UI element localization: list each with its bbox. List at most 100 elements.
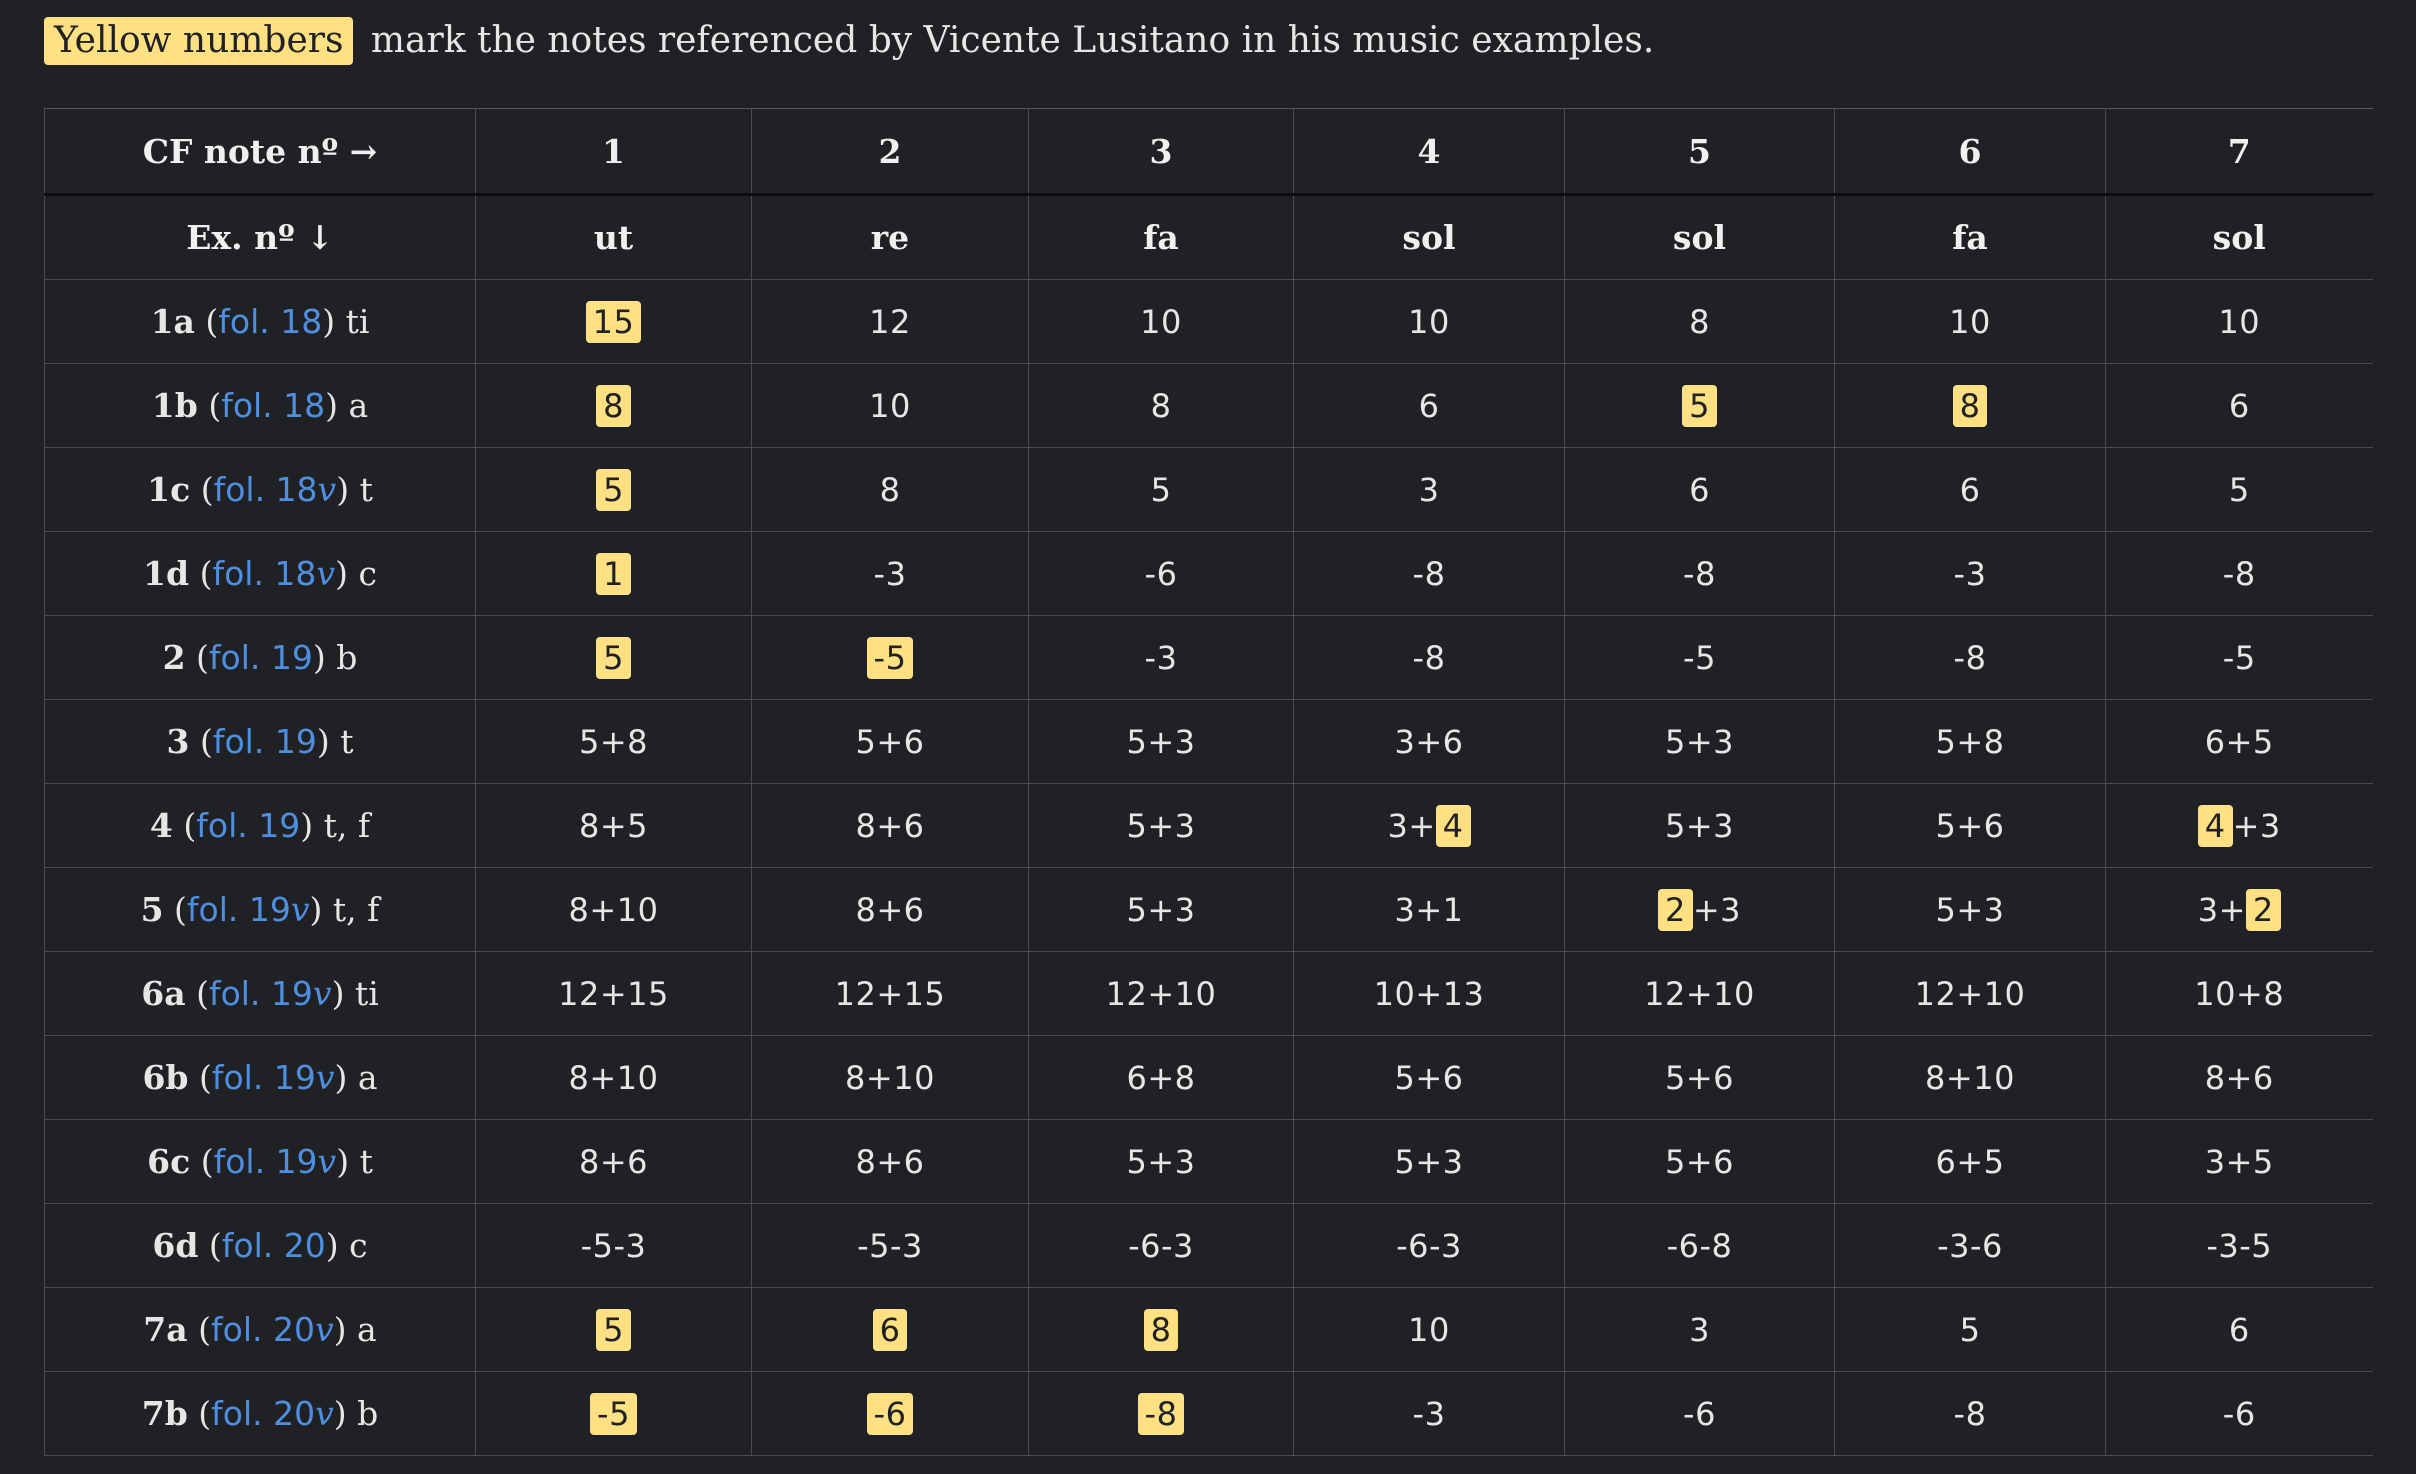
interval-value: -3: [873, 554, 907, 593]
example-number: 5: [140, 890, 164, 929]
example-number: 4: [149, 806, 173, 845]
interval-cell: 3+ 2: [2105, 867, 2373, 952]
corner-header-cf-note: CF note nº →: [44, 108, 476, 196]
folio-text: fol. 19: [208, 638, 313, 677]
highlighted-number: 2: [2245, 888, 2281, 931]
interval-value: -5: [1683, 638, 1716, 677]
folio-verso-mark: v: [315, 1394, 334, 1433]
interval-value: 8+6: [855, 806, 925, 845]
interval-value: 10: [1408, 302, 1450, 341]
voice-label: t, f: [332, 890, 380, 929]
interval-value: 3: [1418, 470, 1440, 509]
interval-value: 5+3: [1935, 890, 2005, 929]
highlighted-number: 5: [596, 1308, 631, 1351]
folio-link[interactable]: fol. 19v: [187, 890, 310, 929]
voice-label: a: [348, 386, 369, 425]
interval-cell: 5: [1564, 363, 1835, 448]
table-row: 1a (fol. 18) ti 15 12 10 10 8 10 10: [44, 279, 2373, 364]
interval-value: 10: [869, 386, 911, 425]
interval-cell: 8: [751, 447, 1029, 532]
voice-label: t, f: [323, 806, 371, 845]
interval-cell: 10: [2105, 279, 2373, 364]
interval-cell: 3+6: [1293, 699, 1565, 784]
example-number: 1a: [150, 302, 195, 341]
example-number: 6d: [152, 1226, 199, 1265]
folio-text: fol. 19: [186, 890, 291, 929]
example-label: 3 (fol. 19) t: [44, 699, 476, 784]
interval-cell: 10: [1834, 279, 2106, 364]
folio-link[interactable]: fol. 19v: [209, 974, 332, 1013]
table-row: 2 (fol. 19) b 5 -5 -3 -8 -5 -8 -5: [44, 615, 2373, 700]
folio-link[interactable]: fol. 19: [209, 638, 313, 677]
interval-value: 5+3: [1126, 722, 1196, 761]
interval-value: 12+15: [834, 974, 946, 1013]
interval-value: -6-8: [1666, 1226, 1733, 1265]
folio-link[interactable]: fol. 18v: [212, 554, 335, 593]
example-number: 6b: [142, 1058, 189, 1097]
interval-value: 3+: [1387, 806, 1436, 845]
interval-cell: -6: [751, 1371, 1029, 1456]
interval-cell: 5+3: [1028, 699, 1294, 784]
interval-cell: 3: [1293, 447, 1565, 532]
example-number: 1d: [143, 554, 190, 593]
interval-cell: -8: [1564, 531, 1835, 616]
interval-cell: 5+3: [1028, 783, 1294, 868]
folio-link[interactable]: fol. 19: [196, 806, 300, 845]
folio-link[interactable]: fol. 18: [221, 386, 325, 425]
voice-label: a: [357, 1310, 377, 1349]
interval-value: 12+10: [1644, 974, 1755, 1013]
interval-value: 6: [1689, 470, 1710, 509]
table-row: 4 (fol. 19) t, f 8+5 8+6 5+3 3+ 4 5+3 5+6 4 +3: [44, 783, 2373, 868]
cf-note-number-header: 4: [1293, 108, 1565, 196]
interval-cell: 3+5: [2105, 1119, 2373, 1204]
interval-cell: 6: [751, 1287, 1029, 1372]
interval-value: -6: [1144, 554, 1178, 593]
example-number: 7a: [143, 1310, 188, 1349]
voice-label: t: [359, 470, 373, 509]
folio-text: fol. 18: [221, 386, 326, 425]
example-number: 6c: [147, 1142, 191, 1181]
interval-cell: -6: [1028, 531, 1294, 616]
interval-value: 3+: [2197, 890, 2246, 929]
folio-link[interactable]: fol. 20v: [211, 1310, 334, 1349]
interval-cell: 5+8: [475, 699, 752, 784]
interval-cell: 8: [475, 363, 752, 448]
solmization-syllable-header: sol: [2105, 194, 2373, 280]
interval-cell: 8+6: [751, 867, 1029, 952]
interval-value: 5+8: [578, 722, 649, 761]
folio-link[interactable]: fol. 18v: [214, 470, 337, 509]
folio-verso-mark: v: [317, 470, 337, 509]
folio-link[interactable]: fol. 19: [213, 722, 317, 761]
example-label: 1c (fol. 18v) t: [44, 447, 476, 532]
folio-link[interactable]: fol. 19v: [212, 1058, 335, 1097]
example-number: 6a: [141, 974, 186, 1013]
interval-cell: 8+6: [2105, 1035, 2373, 1120]
highlighted-number: -8: [1137, 1392, 1185, 1435]
interval-value: -3-5: [2206, 1226, 2273, 1265]
interval-value: 10+13: [1373, 974, 1485, 1013]
interval-value: -5-3: [580, 1226, 647, 1265]
folio-link[interactable]: fol. 20: [222, 1226, 326, 1265]
interval-value: 8+10: [568, 1058, 659, 1097]
interval-cell: 8: [1028, 363, 1294, 448]
highlighted-number: 6: [872, 1308, 908, 1351]
interval-cell: -5: [1564, 615, 1835, 700]
interval-cell: 10: [1293, 1287, 1565, 1372]
interval-cell: 5+3: [1564, 783, 1835, 868]
folio-verso-mark: v: [317, 1142, 337, 1181]
interval-value: 8: [1689, 302, 1710, 341]
folio-link[interactable]: fol. 19v: [214, 1142, 337, 1181]
interval-cell: 8+10: [475, 1035, 752, 1120]
interval-value: -8: [1412, 554, 1446, 593]
interval-value: 5+3: [1126, 1142, 1196, 1181]
interval-value: 10: [2218, 302, 2261, 341]
interval-value: 5+3: [1126, 890, 1196, 929]
interval-cell: -3-5: [2105, 1203, 2373, 1288]
interval-value: -3: [1953, 554, 1987, 593]
folio-link[interactable]: fol. 20v: [211, 1394, 334, 1433]
folio-link[interactable]: fol. 18: [218, 302, 322, 341]
interval-cell: -6: [2105, 1371, 2373, 1456]
interval-cell: 5: [1834, 1287, 2106, 1372]
interval-cell: -6-3: [1028, 1203, 1294, 1288]
interval-cell: -3: [1293, 1371, 1565, 1456]
